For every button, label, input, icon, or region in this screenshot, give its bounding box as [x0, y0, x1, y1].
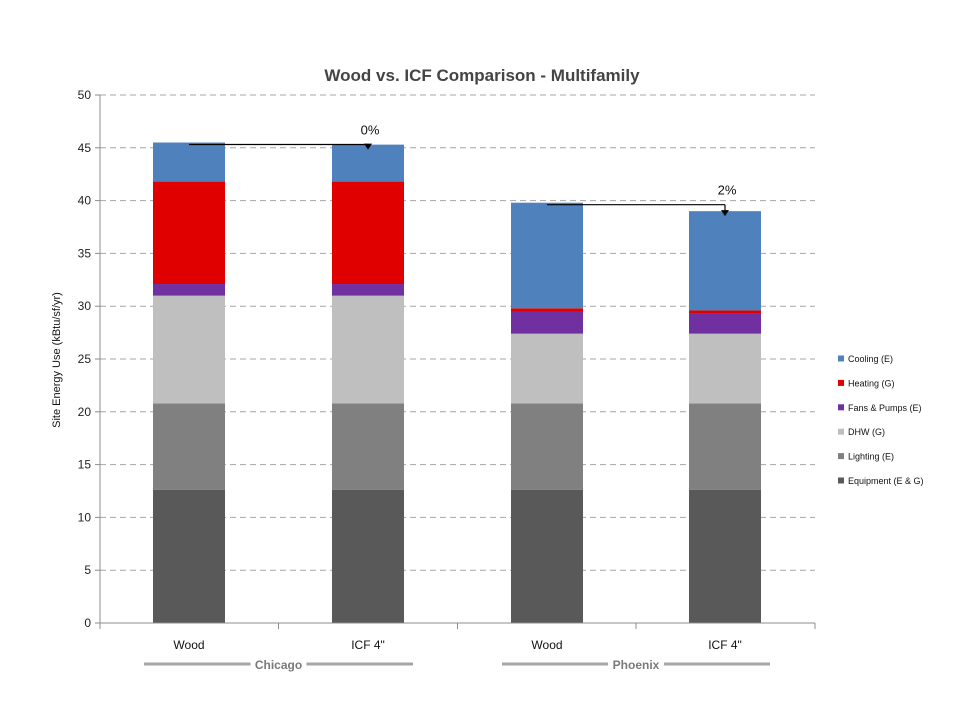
legend-swatch: [838, 379, 844, 386]
annotations: 0% 2%: [189, 123, 737, 217]
y-tick-label: 45: [78, 141, 92, 155]
bar-segment: [511, 403, 583, 490]
annotation-arrowhead: [364, 143, 372, 150]
bar-segment: [689, 313, 761, 334]
x-category-label: ICF 4": [351, 638, 385, 652]
legend-swatch: [838, 477, 844, 484]
y-tick-label: 25: [78, 352, 92, 366]
x-category-label: ICF 4": [708, 638, 742, 652]
bar-segment: [332, 144, 404, 182]
x-category-label: Wood: [173, 638, 204, 652]
y-tick-label: 35: [78, 246, 92, 260]
legend-swatch: [838, 453, 844, 460]
y-tick-label: 5: [84, 563, 91, 577]
legend-swatch: [838, 428, 844, 435]
bar-segment: [689, 211, 761, 311]
bar-segment: [511, 202, 583, 309]
annotation-arrowhead: [721, 210, 729, 217]
y-tick-label: 10: [78, 510, 92, 524]
y-axis-label: Site Energy Use (kBtu/sf/yr): [51, 292, 63, 428]
y-tick-label: 50: [78, 88, 92, 102]
bar-segment: [332, 295, 404, 404]
bar-segment: [511, 311, 583, 334]
bar-segment: [689, 489, 761, 623]
legend: Cooling (E) Heating (G) Fans & Pumps (E) DH…: [838, 354, 924, 486]
bar-segment: [332, 181, 404, 285]
legend-label: Cooling (E): [848, 354, 893, 364]
axes: 0 5 10 15 20 25 30 35 40 45 50 Wood ICF 4" Wood ICF 4"…: [78, 88, 816, 672]
group-label: Phoenix: [613, 658, 660, 672]
x-category-label: Wood: [531, 638, 562, 652]
bar-segment: [511, 489, 583, 623]
legend-swatch: [838, 404, 844, 411]
group-label: Chicago: [255, 658, 302, 672]
y-tick-label: 30: [78, 299, 92, 313]
bar-segment: [153, 403, 225, 490]
bar-segment: [332, 489, 404, 623]
legend-label: Lighting (E): [848, 452, 894, 462]
bar-segment: [689, 403, 761, 490]
bar-segment: [332, 403, 404, 490]
bar-segment: [153, 284, 225, 296]
y-tick-label: 40: [78, 194, 92, 208]
bar-segment: [689, 333, 761, 404]
bar-segment: [332, 284, 404, 296]
legend-label: Fans & Pumps (E): [848, 403, 922, 413]
y-tick-label: 20: [78, 405, 92, 419]
chart-title: Wood vs. ICF Comparison - Multifamily: [324, 66, 640, 85]
annotation-label: 2%: [718, 183, 737, 198]
annotation-label: 0%: [361, 123, 380, 138]
legend-label: Equipment (E & G): [848, 476, 924, 486]
y-tick-label: 0: [84, 616, 91, 630]
bar-segment: [153, 295, 225, 404]
bar-segment: [511, 333, 583, 404]
legend-label: DHW (G): [848, 427, 885, 437]
bar-segment: [153, 181, 225, 285]
y-tick-label: 15: [78, 458, 92, 472]
legend-label: Heating (G): [848, 378, 895, 388]
bar-segment: [689, 310, 761, 314]
bar-segment: [511, 308, 583, 312]
legend-swatch: [838, 355, 844, 362]
bar-segment: [153, 142, 225, 182]
bars: [153, 142, 761, 623]
bar-segment: [153, 489, 225, 623]
